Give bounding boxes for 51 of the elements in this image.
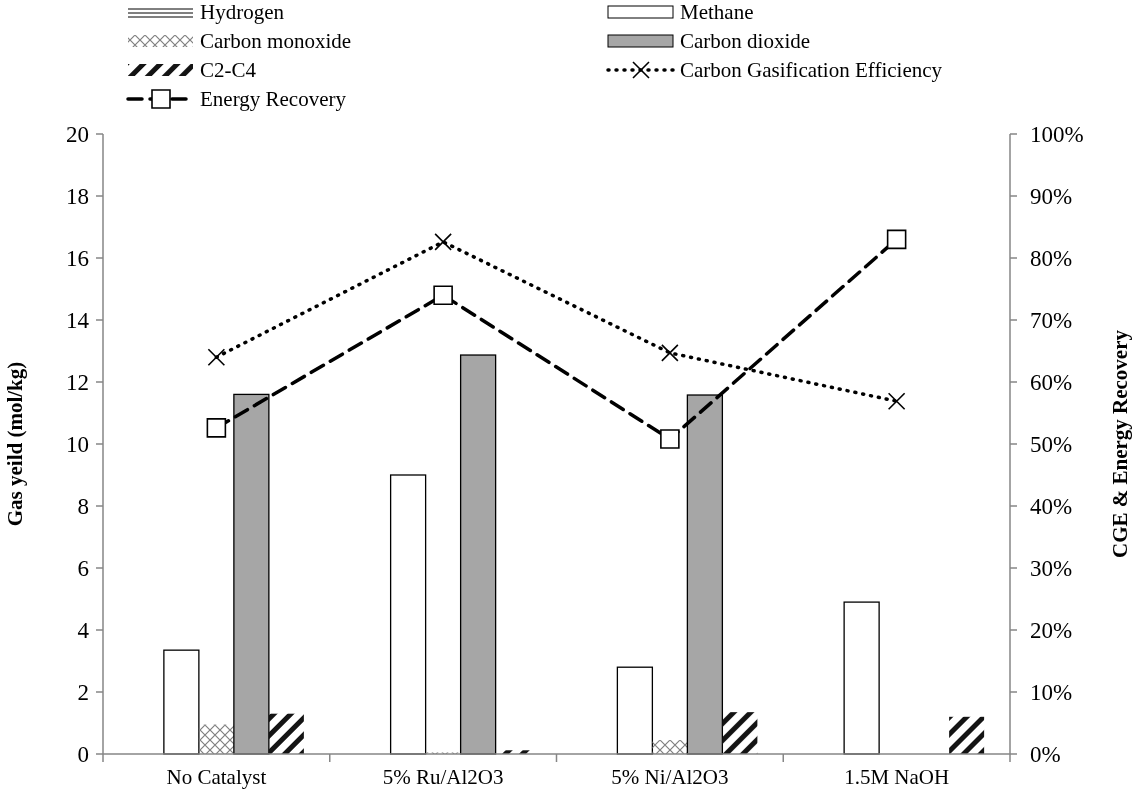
x-tick-label: 5% Ni/Al2O3 xyxy=(611,765,729,789)
x-tick-label: 5% Ru/Al2O3 xyxy=(382,765,504,789)
x-tick-label: No Catalyst xyxy=(166,765,267,789)
point xyxy=(434,233,452,251)
y-tick-label: 0 xyxy=(77,742,89,768)
bar xyxy=(163,649,200,755)
point xyxy=(887,392,906,411)
bar xyxy=(389,474,427,755)
y-tick-label: 12 xyxy=(66,370,89,396)
y2-tick-label: 80% xyxy=(1030,246,1073,272)
y-tick-label: 2 xyxy=(77,680,89,706)
point xyxy=(207,348,226,366)
legend-label: Energy Recovery xyxy=(200,87,347,111)
bar xyxy=(843,601,880,755)
y2-tick-label: 100% xyxy=(1030,122,1084,148)
bar xyxy=(459,354,497,755)
y-tick-label: 20 xyxy=(66,122,89,148)
y-tick-label: 6 xyxy=(77,556,89,582)
y2-tick-label: 70% xyxy=(1030,308,1073,334)
y-tick-label: 4 xyxy=(77,618,90,644)
y-tick-label: 18 xyxy=(66,184,89,210)
bar xyxy=(949,716,985,754)
y2-tick-label: 60% xyxy=(1030,370,1073,396)
x-tick-label: 1.5M NaOH xyxy=(844,765,950,789)
y2-tick-label: 40% xyxy=(1030,494,1073,520)
y-tick-label: 8 xyxy=(77,494,89,520)
y-tick-label: 10 xyxy=(66,432,89,458)
y2-tick-label: 20% xyxy=(1030,618,1073,644)
bar xyxy=(268,713,304,754)
y2-tick-label: 10% xyxy=(1030,680,1073,706)
legend-label: Hydrogen xyxy=(200,0,285,24)
point xyxy=(206,418,227,438)
point xyxy=(433,285,453,305)
legend-label: Carbon dioxide xyxy=(680,29,811,53)
bar xyxy=(616,666,654,755)
y-axis-title: Gas yeild (mol/kg) xyxy=(3,361,27,527)
legend-label: Methane xyxy=(680,0,754,24)
y2-tick-label: 90% xyxy=(1030,184,1073,210)
y2-tick-label: 0% xyxy=(1030,742,1061,768)
legend-label: Carbon monoxide xyxy=(200,29,352,53)
bar xyxy=(722,712,758,754)
point xyxy=(660,429,680,449)
point xyxy=(886,229,907,250)
y2-tick-label: 50% xyxy=(1030,432,1073,458)
y2-axis-title: CGE & Energy Recovery xyxy=(1108,329,1132,559)
legend-label: C2-C4 xyxy=(200,58,257,82)
y-tick-label: 14 xyxy=(66,308,90,334)
point xyxy=(661,344,679,362)
legend-label: Carbon Gasification Efficiency xyxy=(680,58,943,82)
y2-tick-label: 30% xyxy=(1030,556,1073,582)
y-tick-label: 16 xyxy=(66,246,89,272)
